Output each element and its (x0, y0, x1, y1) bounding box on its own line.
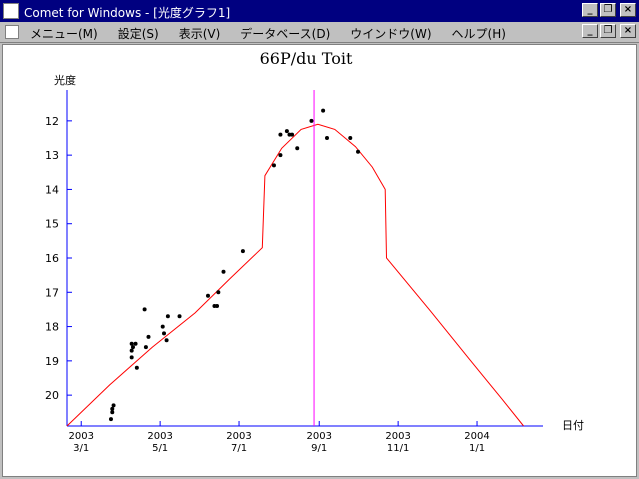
x-tick-year: 2003 (69, 431, 94, 442)
menu-settings[interactable]: 設定(S) (117, 27, 159, 41)
document-icon[interactable] (5, 25, 19, 39)
x-tick-year: 2004 (464, 431, 489, 442)
menu-database[interactable]: データベース(D) (240, 27, 331, 41)
chart-title: 66P/du Toit (260, 49, 353, 68)
data-point (278, 153, 283, 158)
data-point (160, 324, 165, 329)
data-point (142, 307, 147, 312)
y-tick-label: 18 (45, 321, 59, 334)
data-point (240, 249, 245, 254)
chart-area: 66P/du Toit 光度 日付 12 13 14 15 16 17 18 19 20 2003… (2, 44, 637, 477)
x-tick-year: 2003 (226, 431, 251, 442)
close-button[interactable]: × (620, 3, 636, 17)
x-tick-year: 2003 (385, 431, 410, 442)
y-tick-label: 20 (45, 389, 59, 402)
data-point (162, 331, 167, 336)
menu-window[interactable]: ウインドウ(W) (350, 27, 432, 41)
x-tick-date: 11/1 (387, 443, 409, 454)
x-tick-year: 2003 (307, 431, 332, 442)
x-axis-label: 日付 (562, 419, 584, 432)
x-tick-date: 5/1 (152, 443, 168, 454)
data-point (309, 118, 314, 123)
data-point (146, 334, 151, 339)
restore-button[interactable]: ❐ (600, 3, 616, 17)
minimize-button[interactable]: _ (582, 3, 598, 17)
y-tick-label: 14 (45, 183, 59, 196)
data-point (324, 136, 329, 140)
data-point (165, 314, 170, 319)
data-point (215, 304, 220, 308)
data-point (129, 341, 134, 346)
data-point (129, 348, 134, 353)
data-point (143, 345, 148, 350)
data-point (271, 163, 276, 168)
curve-line (66, 123, 524, 427)
y-tick-label: 17 (45, 286, 59, 299)
y-tick-label: 12 (45, 115, 59, 128)
data-point (110, 406, 115, 411)
y-tick-label: 13 (45, 149, 59, 162)
data-point (278, 132, 283, 137)
x-tick-year: 2003 (147, 431, 172, 442)
x-tick-date: 9/1 (311, 443, 327, 454)
data-point (356, 149, 361, 154)
y-tick-label: 15 (45, 218, 59, 231)
menubar: メニュー(M) 設定(S) 表示(V) データベース(D) ウインドウ(W) ヘ… (0, 22, 639, 43)
child-close-button[interactable]: × (620, 24, 636, 38)
menu-help[interactable]: ヘルプ(H) (451, 27, 506, 41)
app-icon[interactable] (3, 3, 19, 19)
data-point (284, 129, 289, 134)
data-point (133, 341, 138, 346)
light-curve-chart: 66P/du Toit 光度 日付 12 13 14 15 16 17 18 19 20 2003… (45, 49, 584, 454)
data-point (129, 355, 134, 360)
data-point (221, 269, 226, 274)
data-point (321, 108, 326, 113)
data-point (295, 146, 300, 151)
data-point (134, 365, 139, 370)
menu-menu[interactable]: メニュー(M) (30, 27, 98, 41)
axes: 12131415161718192020033/120035/120037/12… (45, 90, 543, 454)
data-point (164, 338, 169, 343)
data-point (130, 345, 135, 350)
child-minimize-button[interactable]: _ (582, 24, 598, 38)
data-point (177, 314, 182, 319)
x-tick-date: 3/1 (73, 443, 89, 454)
data-point (216, 290, 221, 295)
data-point (108, 417, 113, 422)
window-titlebar: Comet for Windows - [光度グラフ1] _ ❐ × (0, 0, 639, 22)
menu-view[interactable]: 表示(V) (178, 27, 221, 41)
y-tick-label: 16 (45, 252, 59, 265)
child-restore-button[interactable]: ❐ (600, 24, 616, 38)
data-point (111, 403, 116, 408)
x-tick-date: 7/1 (231, 443, 247, 454)
y-axis-label: 光度 (54, 73, 76, 87)
model-curve (66, 123, 524, 427)
data-point (205, 293, 210, 298)
observation-points (108, 108, 361, 422)
data-point (110, 410, 115, 415)
x-tick-date: 1/1 (469, 443, 485, 454)
y-tick-label: 19 (45, 355, 59, 368)
data-point (290, 132, 295, 137)
window-title: Comet for Windows - [光度グラフ1] (24, 6, 231, 20)
data-point (348, 136, 353, 140)
